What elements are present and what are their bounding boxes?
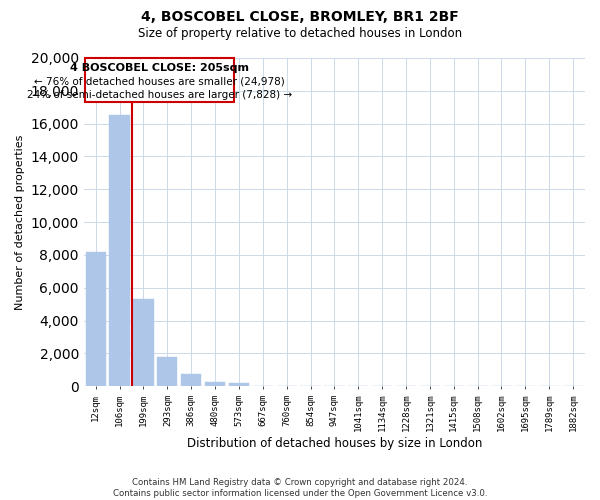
Bar xyxy=(109,116,130,386)
Text: Size of property relative to detached houses in London: Size of property relative to detached ho… xyxy=(138,28,462,40)
Text: 4 BOSCOBEL CLOSE: 205sqm: 4 BOSCOBEL CLOSE: 205sqm xyxy=(70,62,249,72)
Bar xyxy=(157,358,178,386)
Bar xyxy=(229,383,249,386)
Text: Contains HM Land Registry data © Crown copyright and database right 2024.
Contai: Contains HM Land Registry data © Crown c… xyxy=(113,478,487,498)
Text: 24% of semi-detached houses are larger (7,828) →: 24% of semi-detached houses are larger (… xyxy=(27,90,292,100)
Text: 4, BOSCOBEL CLOSE, BROMLEY, BR1 2BF: 4, BOSCOBEL CLOSE, BROMLEY, BR1 2BF xyxy=(141,10,459,24)
Bar xyxy=(133,299,154,386)
X-axis label: Distribution of detached houses by size in London: Distribution of detached houses by size … xyxy=(187,437,482,450)
Bar xyxy=(181,374,202,386)
Y-axis label: Number of detached properties: Number of detached properties xyxy=(15,134,25,310)
Bar xyxy=(86,252,106,386)
Text: ← 76% of detached houses are smaller (24,978): ← 76% of detached houses are smaller (24… xyxy=(34,76,285,86)
Bar xyxy=(205,382,225,386)
FancyBboxPatch shape xyxy=(85,58,234,102)
